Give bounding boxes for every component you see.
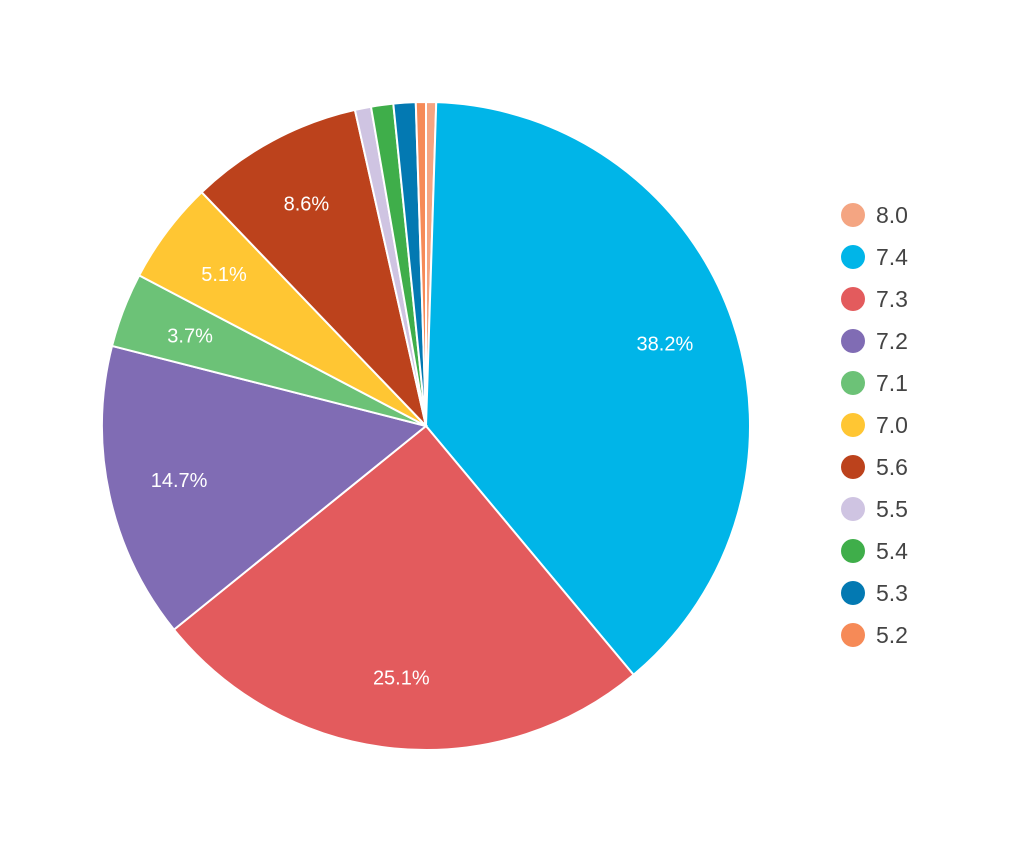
legend-label-8-0[interactable]: 8.0 xyxy=(876,202,908,228)
pie-slice-5-6[interactable] xyxy=(200,108,428,430)
legend-swatch-8-0[interactable] xyxy=(841,203,865,227)
legend-swatch-7-1[interactable] xyxy=(841,371,865,395)
legend-swatch-5-3[interactable] xyxy=(841,581,865,605)
legend-label-5-2[interactable]: 5.2 xyxy=(876,622,908,648)
slice-label-7-2: 14.7% xyxy=(151,470,208,492)
legend-label-5-6[interactable]: 5.6 xyxy=(876,454,908,480)
legend-label-7-0[interactable]: 7.0 xyxy=(876,412,908,438)
legend-swatch-7-0[interactable] xyxy=(841,413,865,437)
pie-slice-7-3[interactable] xyxy=(172,424,635,751)
legend: 8.0 7.4 7.3 7.2 7.1 7.0 5.6 5.5 5.4 5.3 5.2 xyxy=(841,202,908,648)
legend-swatch-5-5[interactable] xyxy=(841,497,865,521)
legend-swatch-5-4[interactable] xyxy=(841,539,865,563)
slice-labels: 38.2% 25.1% 14.7% 3.7% 5.1% 8.6% xyxy=(151,193,694,689)
slice-label-7-0: 5.1% xyxy=(201,264,247,286)
legend-swatch-7-4[interactable] xyxy=(841,245,865,269)
slice-label-7-1: 3.7% xyxy=(167,325,213,347)
legend-label-7-3[interactable]: 7.3 xyxy=(876,286,908,312)
slice-label-7-4: 38.2% xyxy=(637,334,694,356)
legend-label-7-1[interactable]: 7.1 xyxy=(876,370,908,396)
legend-label-7-2[interactable]: 7.2 xyxy=(876,328,908,354)
pie-slice-7-4[interactable] xyxy=(424,101,751,677)
slice-label-7-3: 25.1% xyxy=(373,668,430,690)
pie-slices xyxy=(101,100,751,751)
legend-swatch-7-3[interactable] xyxy=(841,287,865,311)
legend-label-5-5[interactable]: 5.5 xyxy=(876,496,908,522)
legend-swatch-7-2[interactable] xyxy=(841,329,865,353)
slice-label-5-6: 8.6% xyxy=(284,193,330,215)
legend-swatch-5-2[interactable] xyxy=(841,623,865,647)
legend-label-5-4[interactable]: 5.4 xyxy=(876,538,908,564)
pie-slice-7-2[interactable] xyxy=(101,344,429,632)
legend-label-7-4[interactable]: 7.4 xyxy=(876,244,908,270)
legend-swatch-5-6[interactable] xyxy=(841,455,865,479)
pie-slice-5-2[interactable] xyxy=(414,100,427,427)
legend-label-5-3[interactable]: 5.3 xyxy=(876,580,908,606)
